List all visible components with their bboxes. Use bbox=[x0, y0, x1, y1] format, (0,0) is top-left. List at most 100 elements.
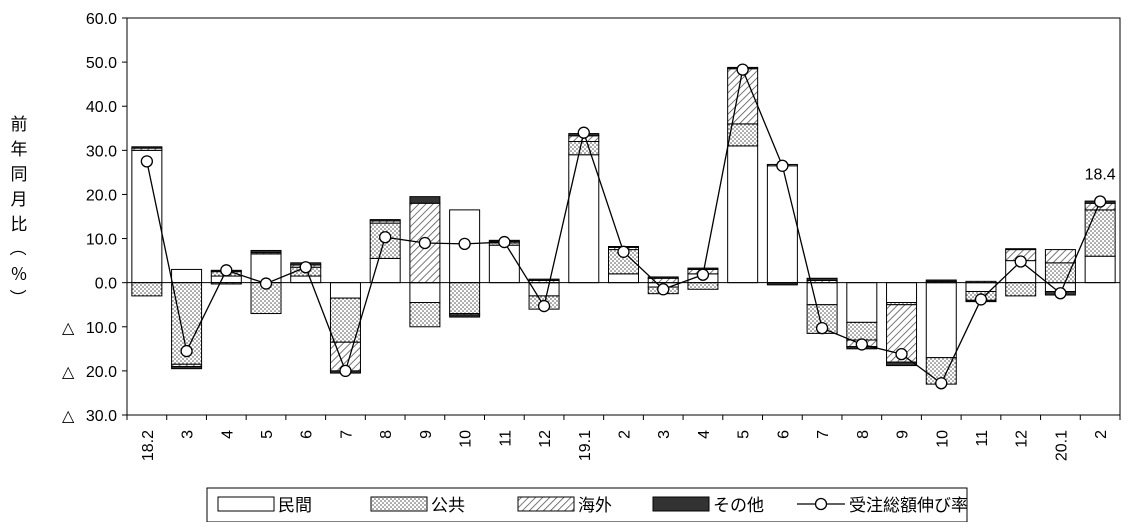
total-growth-point-16 bbox=[776, 159, 789, 172]
legend-label-sonota: その他 bbox=[713, 496, 764, 515]
legend-swatch-sonota bbox=[652, 496, 710, 512]
bar-kokyo-24 bbox=[1084, 209, 1116, 257]
bars-layer bbox=[131, 66, 1116, 385]
bar-minkan-9 bbox=[488, 244, 520, 284]
x-tick-label-21: 11 bbox=[974, 430, 991, 447]
total-growth-point-11 bbox=[577, 126, 590, 139]
total-growth-point-3 bbox=[259, 277, 273, 290]
bar-minkan-15 bbox=[727, 145, 759, 284]
total-growth-point-13 bbox=[657, 283, 670, 296]
x-tick-label-13: 3 bbox=[656, 430, 673, 439]
bar-kokyo-23 bbox=[1044, 262, 1076, 284]
bar-minkan-1 bbox=[171, 268, 203, 284]
plot-frame bbox=[126, 17, 1121, 416]
bar-kokyo-18 bbox=[846, 321, 878, 341]
bar-minkan-4 bbox=[290, 275, 322, 284]
x-tick-label-0: 18.2 bbox=[140, 430, 157, 461]
bar-sonota-1 bbox=[171, 365, 203, 370]
y-tick-label: 0.0 bbox=[95, 276, 117, 293]
x-tick-label-2: 4 bbox=[219, 430, 236, 439]
bar-sonota-19 bbox=[886, 361, 918, 367]
total-growth-point-20 bbox=[935, 377, 948, 390]
x-tick-label-16: 6 bbox=[775, 430, 792, 439]
total-growth-point-2 bbox=[220, 264, 233, 277]
bar-kokyo-14 bbox=[687, 282, 719, 290]
bar-minkan-0 bbox=[131, 149, 163, 284]
y-axis-label-char: 同 bbox=[10, 165, 28, 184]
bar-kokyo-11 bbox=[568, 141, 600, 156]
bar-sonota-20 bbox=[925, 279, 957, 282]
x-tick-label-3: 5 bbox=[259, 430, 276, 439]
total-growth-point-24 bbox=[1093, 195, 1107, 208]
bar-sonota-7 bbox=[409, 196, 441, 204]
y-tick-label: △ 20.0 bbox=[62, 364, 117, 381]
x-tick-label-5: 7 bbox=[338, 430, 355, 439]
total-growth-point-15 bbox=[736, 63, 749, 76]
legend-swatch-marker bbox=[814, 497, 828, 511]
legend-label-kaigai: 海外 bbox=[578, 496, 612, 515]
x-tick-label-9: 11 bbox=[497, 430, 514, 447]
bar-kokyo-5 bbox=[329, 297, 361, 343]
y-axis-label-char: ％ bbox=[10, 265, 28, 284]
x-tick-label-24: 2 bbox=[1093, 430, 1110, 439]
bar-kokyo-0 bbox=[131, 282, 163, 297]
y-axis-label-char: （ bbox=[7, 239, 27, 256]
total-growth-point-12 bbox=[617, 245, 630, 258]
x-tick-label-7: 9 bbox=[418, 430, 435, 439]
x-tick-label-22: 12 bbox=[1014, 430, 1031, 448]
bar-sonota-0 bbox=[131, 146, 163, 149]
total-growth-point-1 bbox=[180, 344, 193, 358]
y-axis-label-char: 前 bbox=[10, 115, 28, 134]
legend-swatch-kokyo bbox=[370, 496, 428, 512]
y-tick-label: 30.0 bbox=[86, 143, 117, 160]
y-tick-label: 10.0 bbox=[86, 232, 117, 249]
bar-sonota-10 bbox=[528, 278, 560, 281]
bar-minkan-11 bbox=[568, 154, 600, 284]
x-tick-label-14: 4 bbox=[696, 430, 713, 439]
x-tick-label-19: 9 bbox=[895, 430, 912, 439]
x-tick-label-8: 10 bbox=[458, 430, 475, 448]
total-growth-line bbox=[146, 67, 1101, 385]
legend-box bbox=[206, 487, 968, 523]
total-growth-point-6 bbox=[379, 231, 392, 244]
annotation-label: 18.4 bbox=[1085, 167, 1116, 184]
total-growth-point-17 bbox=[815, 321, 829, 335]
x-tick-label-18: 8 bbox=[855, 430, 872, 439]
legend-swatch-kaigai bbox=[517, 496, 575, 512]
total-growth-point-14 bbox=[696, 268, 710, 281]
bar-minkan-5 bbox=[329, 282, 361, 299]
line-layer bbox=[140, 63, 1107, 390]
y-axis-label-char: 比 bbox=[10, 215, 28, 234]
y-tick-label: 40.0 bbox=[86, 99, 117, 116]
bar-kaigai-23 bbox=[1044, 249, 1076, 264]
legend: 民間 公共 海外 その他 受注総額伸び率 bbox=[206, 487, 968, 523]
x-tick-label-23: 20.1 bbox=[1053, 430, 1070, 461]
total-growth-point-23 bbox=[1054, 287, 1067, 300]
total-growth-point-22 bbox=[1014, 255, 1027, 268]
legend-label-minkan: 民間 bbox=[278, 496, 312, 515]
y-axis-label-char: 月 bbox=[10, 190, 28, 209]
bar-minkan-2 bbox=[210, 275, 242, 284]
bar-minkan-18 bbox=[846, 282, 878, 323]
x-tick-label-1: 3 bbox=[180, 430, 197, 439]
total-growth-point-21 bbox=[974, 293, 988, 306]
y-tick-label: 50.0 bbox=[86, 55, 117, 72]
bar-sonota-22 bbox=[1005, 248, 1037, 251]
total-growth-point-7 bbox=[418, 236, 432, 250]
bar-minkan-24 bbox=[1084, 255, 1116, 284]
y-tick-label: △ 30.0 bbox=[62, 408, 117, 425]
bar-minkan-7 bbox=[409, 282, 441, 304]
x-tick-label-15: 5 bbox=[736, 430, 753, 439]
total-growth-point-0 bbox=[140, 155, 154, 168]
total-growth-point-8 bbox=[458, 237, 471, 250]
x-tick-label-17: 7 bbox=[815, 430, 832, 439]
bar-minkan-16 bbox=[766, 165, 798, 284]
total-growth-point-10 bbox=[537, 299, 551, 313]
bar-sonota-17 bbox=[806, 277, 838, 281]
bar-kokyo-8 bbox=[449, 282, 481, 315]
y-tick-label: 20.0 bbox=[86, 187, 117, 204]
bar-sonota-8 bbox=[449, 314, 481, 318]
total-growth-point-19 bbox=[895, 347, 908, 361]
labels-layer: 60.0 50.0 40.0 30.0 20.0 10.0 0.0 △ 10.0 △ 20.0 △ 30… bbox=[62, 11, 1116, 461]
legend-swatch-minkan bbox=[217, 496, 275, 512]
